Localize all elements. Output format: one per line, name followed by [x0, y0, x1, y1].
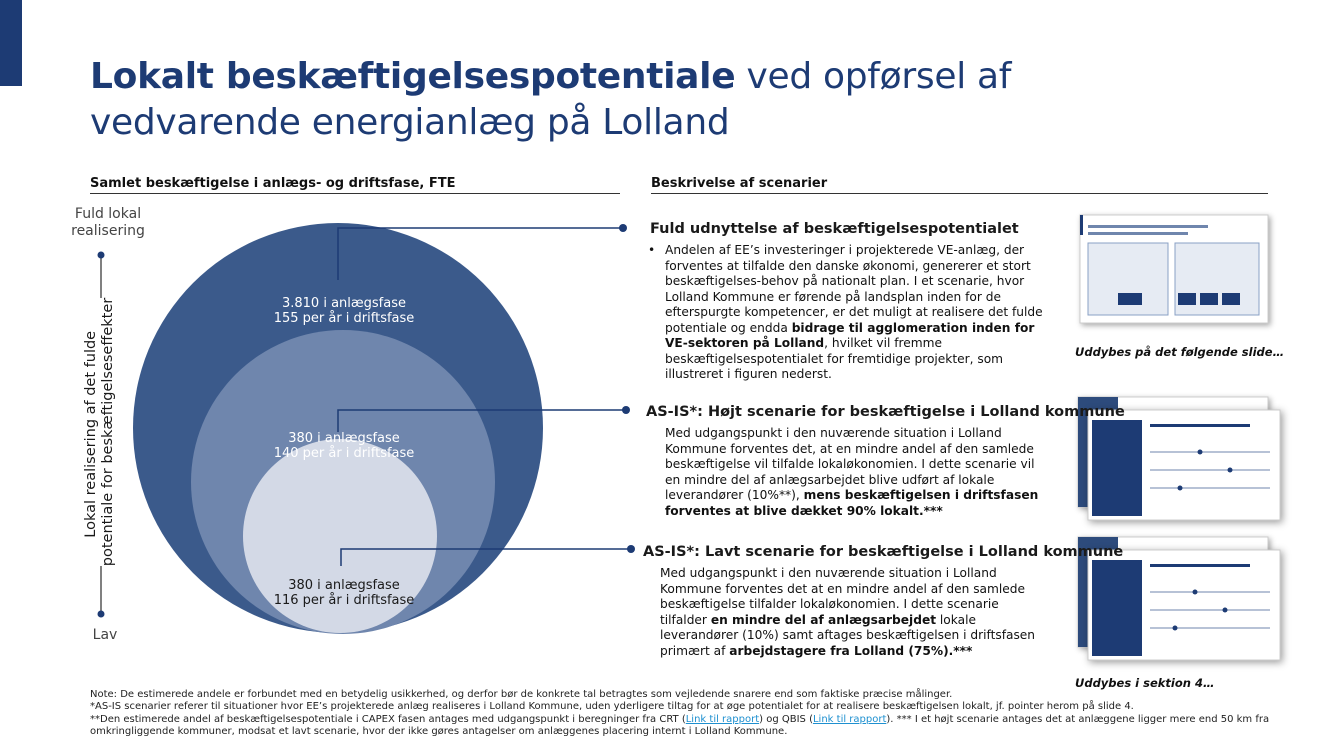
text: Med udgangspunkt i den nuværende situati… [665, 426, 1035, 502]
note-line: **Den estimerede andel af beskæftigelses… [90, 714, 1290, 739]
thumbnail-stack [1077, 536, 1281, 661]
accent-bar [0, 0, 22, 86]
title-bold: Lokalt beskæftigelsespotentiale [90, 56, 736, 97]
report-link[interactable]: Link til rapport [812, 713, 887, 725]
thumbnail [1079, 214, 1269, 324]
leader-line [337, 227, 622, 280]
circle-label: 155 per år i driftsfase [274, 311, 415, 326]
note-line: Note: De estimerede andele er forbundet … [90, 689, 1290, 701]
text: , hvilket vil fremme beskæftigelsespoten… [665, 336, 1004, 381]
scenario-text: Andelen af EE’s investeringer i projekte… [665, 243, 1043, 383]
bold-text: mens beskæftigelsen i driftsfasen forven… [665, 488, 1039, 518]
note-text: **Den estimerede andel af beskæftigelses… [90, 713, 686, 725]
scenario-heading: Fuld udnyttelse af beskæftigelsespotenti… [650, 221, 1019, 237]
scenario-text: Med udgangspunkt i den nuværende situati… [660, 566, 1045, 659]
circle-label: 3.810 i anlægsfase [282, 296, 406, 311]
left-header: Samlet beskæftigelse i anlægs- og drifts… [90, 176, 620, 194]
circle-label: 380 i anlægsfase [288, 431, 400, 446]
circle-small [243, 439, 437, 633]
scenario-heading: AS-IS*: Højt scenarie for beskæftigelse … [646, 404, 1125, 420]
caption: Uddybes i sektion 4… [1075, 676, 1215, 690]
note-text: Note: De estimerede andele er forbundet … [90, 689, 953, 700]
circle-label: 116 per år i driftsfase [274, 593, 415, 608]
note-line: *AS-IS scenarier referer til situationer… [90, 701, 1290, 713]
notes: Note: De estimerede andele er forbundet … [90, 689, 1290, 738]
bullet: • [648, 243, 656, 257]
text: Med udgangspunkt i den nuværende situati… [660, 566, 1025, 627]
slide-title: Lokalt beskæftigelsespotentiale ved opfø… [90, 54, 1090, 146]
axis-bottom: Lav [92, 627, 118, 643]
bold-text: arbejdstagere fra Lolland (75%).*** [729, 643, 973, 658]
axis-label-line: Lokal realisering af det fulde [83, 331, 99, 538]
report-link[interactable]: Link til rapport [685, 713, 760, 725]
note-text: ). *** I et højt scenarie antages det at… [90, 713, 1270, 737]
caption: Uddybes på det følgende slide… [1075, 345, 1285, 359]
axis-dot [97, 251, 105, 259]
leader-dot [622, 406, 630, 414]
note-text: ) og QBIS ( [759, 713, 813, 725]
leader-line [340, 548, 630, 566]
scenario-heading: AS-IS*: Lavt scenarie for beskæftigelse … [643, 544, 1124, 560]
axis-label: Lokal realisering af det fulde potential… [83, 298, 116, 566]
text: lokale leverandører (10%) samt aftages b… [660, 612, 1036, 658]
leader-dot [627, 545, 635, 553]
note-text: *AS-IS scenarier referer til situationer… [90, 701, 1134, 713]
leader-line [337, 409, 625, 432]
axis-top: Fuld lokal realisering [71, 206, 145, 239]
bold-text: en mindre del af anlægsarbejdet [710, 612, 937, 627]
leader-dot [619, 224, 627, 232]
bold-text: bidrage til agglomeration inden for VE-s… [665, 320, 1035, 351]
axis-dot [97, 610, 105, 618]
scenario-text: Med udgangspunkt i den nuværende situati… [665, 426, 1045, 519]
circle-label: 380 i anlægsfase [288, 578, 400, 593]
text: Andelen af EE’s investeringer i projekte… [665, 243, 1043, 335]
axis-label-line: potentiale for beskæftigelseseffekter [100, 298, 116, 566]
scenario-body: • Andelen af EE’s investeringer i projek… [648, 243, 1043, 383]
right-header: Beskrivelse af scenarier [651, 176, 1268, 194]
circle-label: 140 per år i driftsfase [274, 446, 415, 461]
thumbnail-stack [1077, 396, 1281, 521]
title-rest: ved opførsel af vedvarende energianlæg p… [90, 56, 1012, 143]
